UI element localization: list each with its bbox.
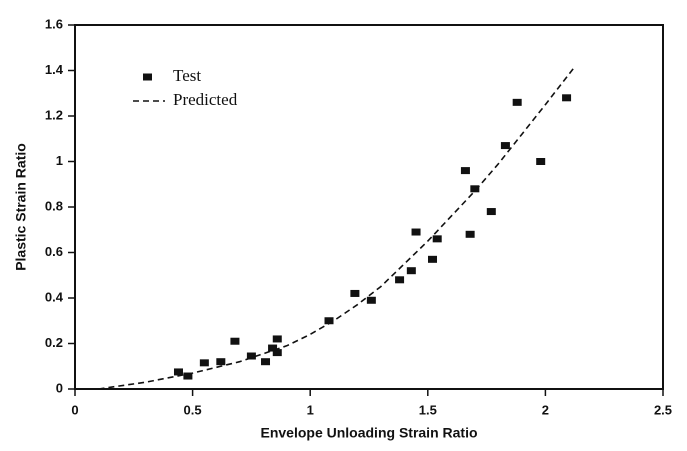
data-point (512, 98, 522, 106)
x-tick-label: 1 (307, 402, 314, 417)
data-point (465, 230, 475, 238)
y-tick-label: 1.6 (45, 16, 63, 31)
y-tick-label: 1 (56, 153, 63, 168)
data-point (432, 235, 442, 243)
data-point (411, 228, 421, 236)
data-point (536, 158, 546, 165)
x-axis-title: Envelope Unloading Strain Ratio (260, 425, 477, 441)
x-tick-label: 2.5 (654, 402, 672, 417)
data-point (406, 267, 416, 275)
y-tick-label: 1.4 (45, 62, 64, 77)
plot-frame (74, 24, 664, 390)
data-point (366, 296, 376, 304)
y-tick-label: 0.6 (45, 244, 63, 259)
data-point (173, 368, 183, 376)
data-point (428, 255, 438, 263)
data-point (272, 335, 282, 343)
predicted-line (98, 67, 575, 390)
y-tick-label: 0.2 (45, 335, 63, 350)
data-point (261, 358, 271, 366)
data-point (216, 358, 226, 366)
y-tick-label: 0 (56, 380, 63, 395)
legend-marker (143, 73, 152, 81)
data-point (199, 359, 209, 367)
data-point (470, 185, 480, 193)
legend-label: Test (173, 66, 201, 85)
y-axis-title: Plastic Strain Ratio (13, 143, 29, 271)
data-point (324, 317, 334, 325)
data-point (246, 352, 256, 360)
data-point (486, 208, 496, 216)
data-point (230, 337, 240, 345)
x-tick-label: 0.5 (184, 402, 202, 417)
y-tick-label: 0.4 (45, 289, 64, 304)
data-point (272, 349, 282, 357)
x-tick-label: 2 (542, 402, 549, 417)
data-point (500, 142, 510, 150)
data-point (395, 276, 405, 284)
y-tick-label: 0.8 (45, 198, 63, 213)
legend-label: Predicted (173, 90, 238, 109)
x-tick-label: 1.5 (419, 402, 437, 417)
data-point (350, 289, 360, 297)
y-tick-label: 1.2 (45, 107, 63, 122)
data-point (183, 372, 193, 380)
data-point (460, 167, 470, 175)
data-point (268, 344, 278, 352)
x-tick-label: 0 (71, 402, 78, 417)
data-point (562, 94, 572, 102)
